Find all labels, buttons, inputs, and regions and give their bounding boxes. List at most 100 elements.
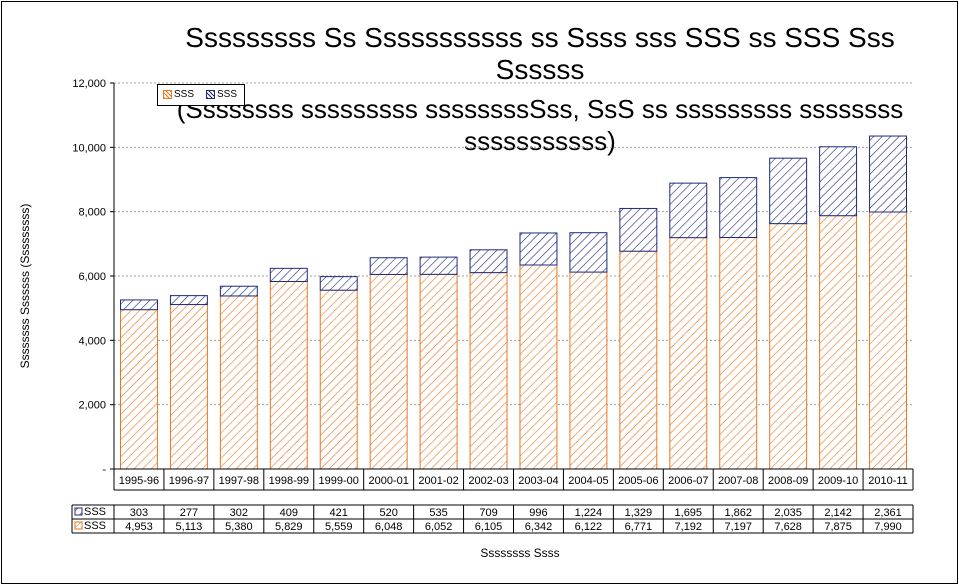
bar-series-2-2003-04: [519, 232, 558, 266]
legend-swatch-series-1: [163, 89, 172, 99]
bar-series-1-2003-04: [519, 264, 558, 470]
data-label-series-2-2004-05: 1,224: [575, 507, 603, 519]
legend-label-series-1: SSS: [174, 89, 195, 100]
data-label-series-2-2005-06: 1,329: [625, 507, 653, 519]
data-label-series-1-2003-04: 6,342: [525, 521, 553, 533]
legend-swatch-series-2: [206, 89, 215, 99]
legend: SSS SSS: [157, 84, 245, 106]
bar-series-2-1995-96: [119, 299, 158, 311]
chart-subtitle: (Ssssssss sssssssss ssssssssSss, SsS ss …: [176, 94, 904, 156]
bar-series-1-2009-10: [819, 215, 858, 470]
y-tick-label-4: 8,000: [78, 207, 106, 219]
bar-series-1-1998-99: [269, 281, 308, 470]
x-tick-label-2008-09: 2008-09: [768, 475, 808, 487]
data-label-series-2-2010-11: 2,361: [874, 507, 902, 519]
data-label-series-1-2000-01: 6,048: [375, 521, 403, 533]
x-tick-label-1996-97: 1996-97: [169, 475, 209, 487]
bar-series-2-2006-07: [669, 182, 708, 239]
bar-series-1-2010-11: [869, 211, 908, 470]
bar-series-1-1999-00: [319, 289, 358, 470]
y-tick-labels: - 2,000 4,000 6,000 8,000 10,000 12,000: [72, 78, 106, 476]
x-tick-label-2009-10: 2009-10: [818, 475, 858, 487]
data-label-series-2-2001-02: 535: [429, 507, 447, 519]
data-label-series-1-2010-11: 7,990: [874, 521, 902, 533]
data-label-series-2-1998-99: 409: [280, 507, 298, 519]
data-label-series-2-2007-08: 1,862: [724, 507, 752, 519]
x-tick-label-2003-04: 2003-04: [518, 475, 558, 487]
x-tick-label-2000-01: 2000-01: [368, 475, 408, 487]
bar-series-2-1998-99: [269, 267, 308, 283]
data-label-series-2-1997-98: 302: [230, 507, 248, 519]
data-label-series-2-2006-07: 1,695: [675, 507, 703, 519]
table-key-label-0: SSS: [84, 506, 106, 518]
data-label-series-2-2008-09: 2,035: [774, 507, 802, 519]
y-tick-label-2: 4,000: [78, 335, 106, 347]
bar-series-2-1996-97: [169, 295, 208, 306]
data-label-series-1-2004-05: 6,122: [575, 521, 603, 533]
data-label-series-1-1998-99: 5,829: [275, 521, 303, 533]
data-label-series-1-1996-97: 5,113: [176, 521, 203, 533]
y-tick-label-5: 10,000: [72, 142, 106, 154]
data-label-series-1-2005-06: 6,771: [625, 521, 653, 533]
legend-label-series-2: SSS: [217, 89, 238, 100]
bars: [119, 135, 908, 470]
bar-series-1-2005-06: [619, 250, 658, 470]
bar-series-2-2009-10: [819, 146, 858, 217]
y-tick-label-0: -: [102, 464, 106, 476]
bar-series-2-2005-06: [619, 207, 658, 252]
bar-series-1-1997-98: [219, 295, 258, 470]
data-label-series-1-2002-03: 6,105: [475, 521, 503, 533]
data-label-series-1-2009-10: 7,875: [824, 521, 852, 533]
data-label-series-2-2000-01: 520: [379, 507, 397, 519]
bar-series-1-2001-02: [419, 273, 458, 470]
bar-series-2-2004-05: [569, 232, 608, 273]
bar-series-2-2002-03: [469, 249, 508, 274]
table-key-swatch-1: [74, 521, 83, 530]
data-label-series-2-1996-97: 277: [180, 507, 198, 519]
x-tick-label-2010-11: 2010-11: [868, 475, 908, 487]
bar-series-1-2006-07: [669, 237, 708, 470]
bar-series-1-1995-96: [119, 309, 158, 470]
data-label-series-2-1995-96: 303: [130, 507, 148, 519]
data-label-series-1-2008-09: 7,628: [774, 521, 802, 533]
bar-series-2-2001-02: [419, 256, 458, 275]
data-label-series-1-2007-08: 7,197: [724, 521, 752, 533]
x-tick-label-1999-00: 1999-00: [319, 475, 359, 487]
bar-series-2-2010-11: [869, 135, 908, 213]
x-tick-label-1995-96: 1995-96: [119, 475, 159, 487]
data-label-series-2-2009-10: 2,142: [824, 507, 852, 519]
bar-series-1-2008-09: [769, 223, 808, 470]
bar-series-1-1996-97: [169, 304, 208, 470]
x-tick-label-1998-99: 1998-99: [269, 475, 309, 487]
data-table: SSS SSS 303 4,953 277 5,113 302 5,380 409 5,829 42…: [71, 468, 914, 534]
x-tick-label-2007-08: 2007-08: [718, 475, 758, 487]
legend-item-series-2: SSS: [206, 88, 237, 102]
y-tick-label-6: 12,000: [72, 78, 106, 90]
x-tick-label-2005-06: 2005-06: [618, 475, 658, 487]
x-tick-label-2006-07: 2006-07: [668, 475, 708, 487]
bar-series-2-2008-09: [769, 157, 808, 225]
y-tick-label-3: 6,000: [78, 271, 106, 283]
y-axis-label: Ssssssss Sssssss (Sssssssss): [18, 203, 32, 369]
x-axis-label: Ssssssss Ssss: [480, 546, 560, 560]
bar-series-2-2000-01: [369, 257, 408, 275]
x-tick-label-1997-98: 1997-98: [219, 475, 259, 487]
data-label-series-1-2001-02: 6,052: [425, 521, 453, 533]
table-key-label-1: SSS: [84, 520, 106, 532]
legend-item-series-1: SSS: [163, 88, 194, 102]
table-key-swatch-0: [74, 507, 83, 516]
data-label-series-1-1995-96: 4,953: [125, 521, 153, 533]
data-label-series-1-1997-98: 5,380: [225, 521, 253, 533]
bar-series-2-2007-08: [719, 177, 758, 238]
x-category-labels: 1995-96 1996-97 1997-98 1998-99 1999-00 2000-…: [119, 475, 908, 487]
y-tick-label-1: 2,000: [78, 400, 106, 412]
bar-series-1-2002-03: [469, 272, 508, 470]
bar-series-2-1997-98: [219, 285, 258, 297]
data-label-series-1-1999-00: 5,559: [325, 521, 353, 533]
bar-series-2-1999-00: [319, 276, 358, 291]
x-tick-label-2004-05: 2004-05: [568, 475, 608, 487]
x-tick-label-2001-02: 2001-02: [418, 475, 458, 487]
x-tick-label-2002-03: 2002-03: [468, 475, 508, 487]
bar-series-1-2007-08: [719, 236, 758, 470]
